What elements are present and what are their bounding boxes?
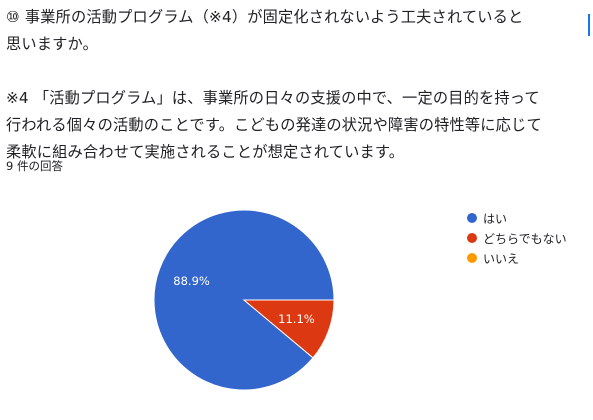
legend-label: はい <box>483 211 508 226</box>
legend-swatch <box>467 253 477 263</box>
legend-swatch <box>467 233 477 243</box>
legend-item-2: いいえ <box>467 248 567 268</box>
question-text: ⑩ 事業所の活動プログラム（※4）が固定化されないよう工夫されていると 思います… <box>6 4 581 166</box>
pie-slices <box>153 209 335 391</box>
question-note: ※4 「活動プログラム」は、事業所の日々の支援の中で、一定の目的を持って 行われ… <box>6 89 542 161</box>
question-title: ⑩ 事業所の活動プログラム（※4）が固定化されないよう工夫されていると 思います… <box>6 8 524 53</box>
pie-label-0: 88.9% <box>173 274 210 288</box>
pie-slice-1 <box>242 299 335 359</box>
scroll-indicator <box>588 14 590 36</box>
pie-labels: 88.9% 11.1% <box>173 274 314 326</box>
response-count: 9 件の回答 <box>6 159 63 173</box>
legend-item-0: はい <box>467 208 567 228</box>
legend-label: どちらでもない <box>483 231 567 246</box>
legend-swatch <box>467 213 477 223</box>
legend-item-1: どちらでもない <box>467 228 567 248</box>
legend: はいどちらでもない いいえ <box>467 208 567 268</box>
legend-label: いいえ <box>483 251 520 266</box>
pie-label-1: 11.1% <box>278 312 315 326</box>
